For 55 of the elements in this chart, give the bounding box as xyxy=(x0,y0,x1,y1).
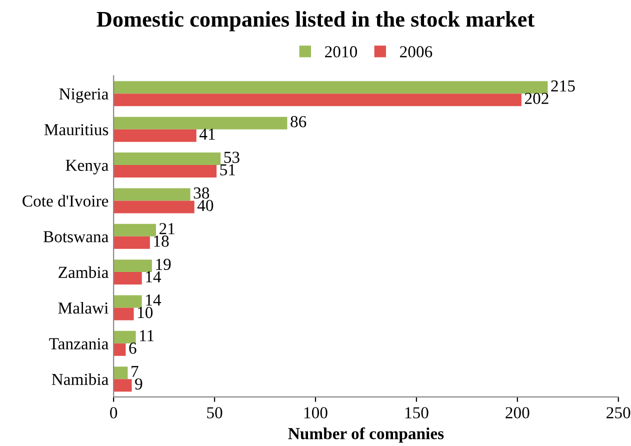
data-label: 21 xyxy=(159,223,174,234)
x-tick-label: 250 xyxy=(606,407,630,418)
data-label: 6 xyxy=(129,342,136,354)
bar xyxy=(114,81,548,94)
y-tick-label: Zambia xyxy=(58,266,108,278)
data-label: 11 xyxy=(140,330,154,342)
y-tick-label: Cote d'Ivoire xyxy=(22,194,108,207)
data-label: 41 xyxy=(199,128,215,140)
x-tick-label: 200 xyxy=(506,407,530,418)
bar xyxy=(114,152,221,166)
y-tick-label: Mauritius xyxy=(44,124,108,136)
legend-label: 2006 xyxy=(400,46,432,58)
data-label: 19 xyxy=(156,258,171,270)
bar xyxy=(114,308,134,320)
x-tick-label: 100 xyxy=(304,407,328,418)
x-tick-label: 150 xyxy=(405,407,428,418)
x-axis-title: Number of companies xyxy=(288,427,444,443)
bar xyxy=(114,200,194,214)
data-label: 18 xyxy=(154,236,169,247)
data-label: 40 xyxy=(197,200,214,212)
bar xyxy=(114,366,128,380)
y-tick-label: Nigeria xyxy=(59,88,108,104)
y-tick-label: Botswana xyxy=(43,231,108,242)
bar xyxy=(114,272,142,285)
bar xyxy=(114,343,126,356)
data-label: 7 xyxy=(132,366,138,377)
data-label: 9 xyxy=(135,378,142,390)
data-label: 51 xyxy=(220,164,236,176)
bar xyxy=(114,260,152,272)
bar xyxy=(114,295,142,308)
data-label: 215 xyxy=(551,80,575,92)
y-tick-label: Tanzania xyxy=(49,338,108,350)
bar xyxy=(114,379,132,392)
data-label: 86 xyxy=(290,116,306,128)
data-label: 10 xyxy=(138,306,153,318)
y-tick-label: Malawi xyxy=(58,302,108,314)
data-label: 38 xyxy=(194,187,210,199)
y-tick-label: Kenya xyxy=(66,160,108,174)
data-label: 53 xyxy=(224,152,240,163)
bar xyxy=(114,129,196,142)
bar xyxy=(114,236,150,249)
chart-title: Domestic companies listed in the stock market xyxy=(96,11,535,32)
data-label: 14 xyxy=(146,271,162,282)
y-tick-label: Namibia xyxy=(52,373,108,386)
data-label: 14 xyxy=(146,294,162,306)
bar xyxy=(114,116,288,130)
bar xyxy=(114,224,156,236)
x-tick-label: 0 xyxy=(110,407,118,418)
legend-label: 2010 xyxy=(325,46,358,58)
bar xyxy=(114,330,136,344)
data-label: 202 xyxy=(524,92,548,104)
bar xyxy=(114,188,190,201)
bar xyxy=(114,94,522,106)
bar xyxy=(114,165,217,178)
x-tick-label: 50 xyxy=(207,407,222,418)
